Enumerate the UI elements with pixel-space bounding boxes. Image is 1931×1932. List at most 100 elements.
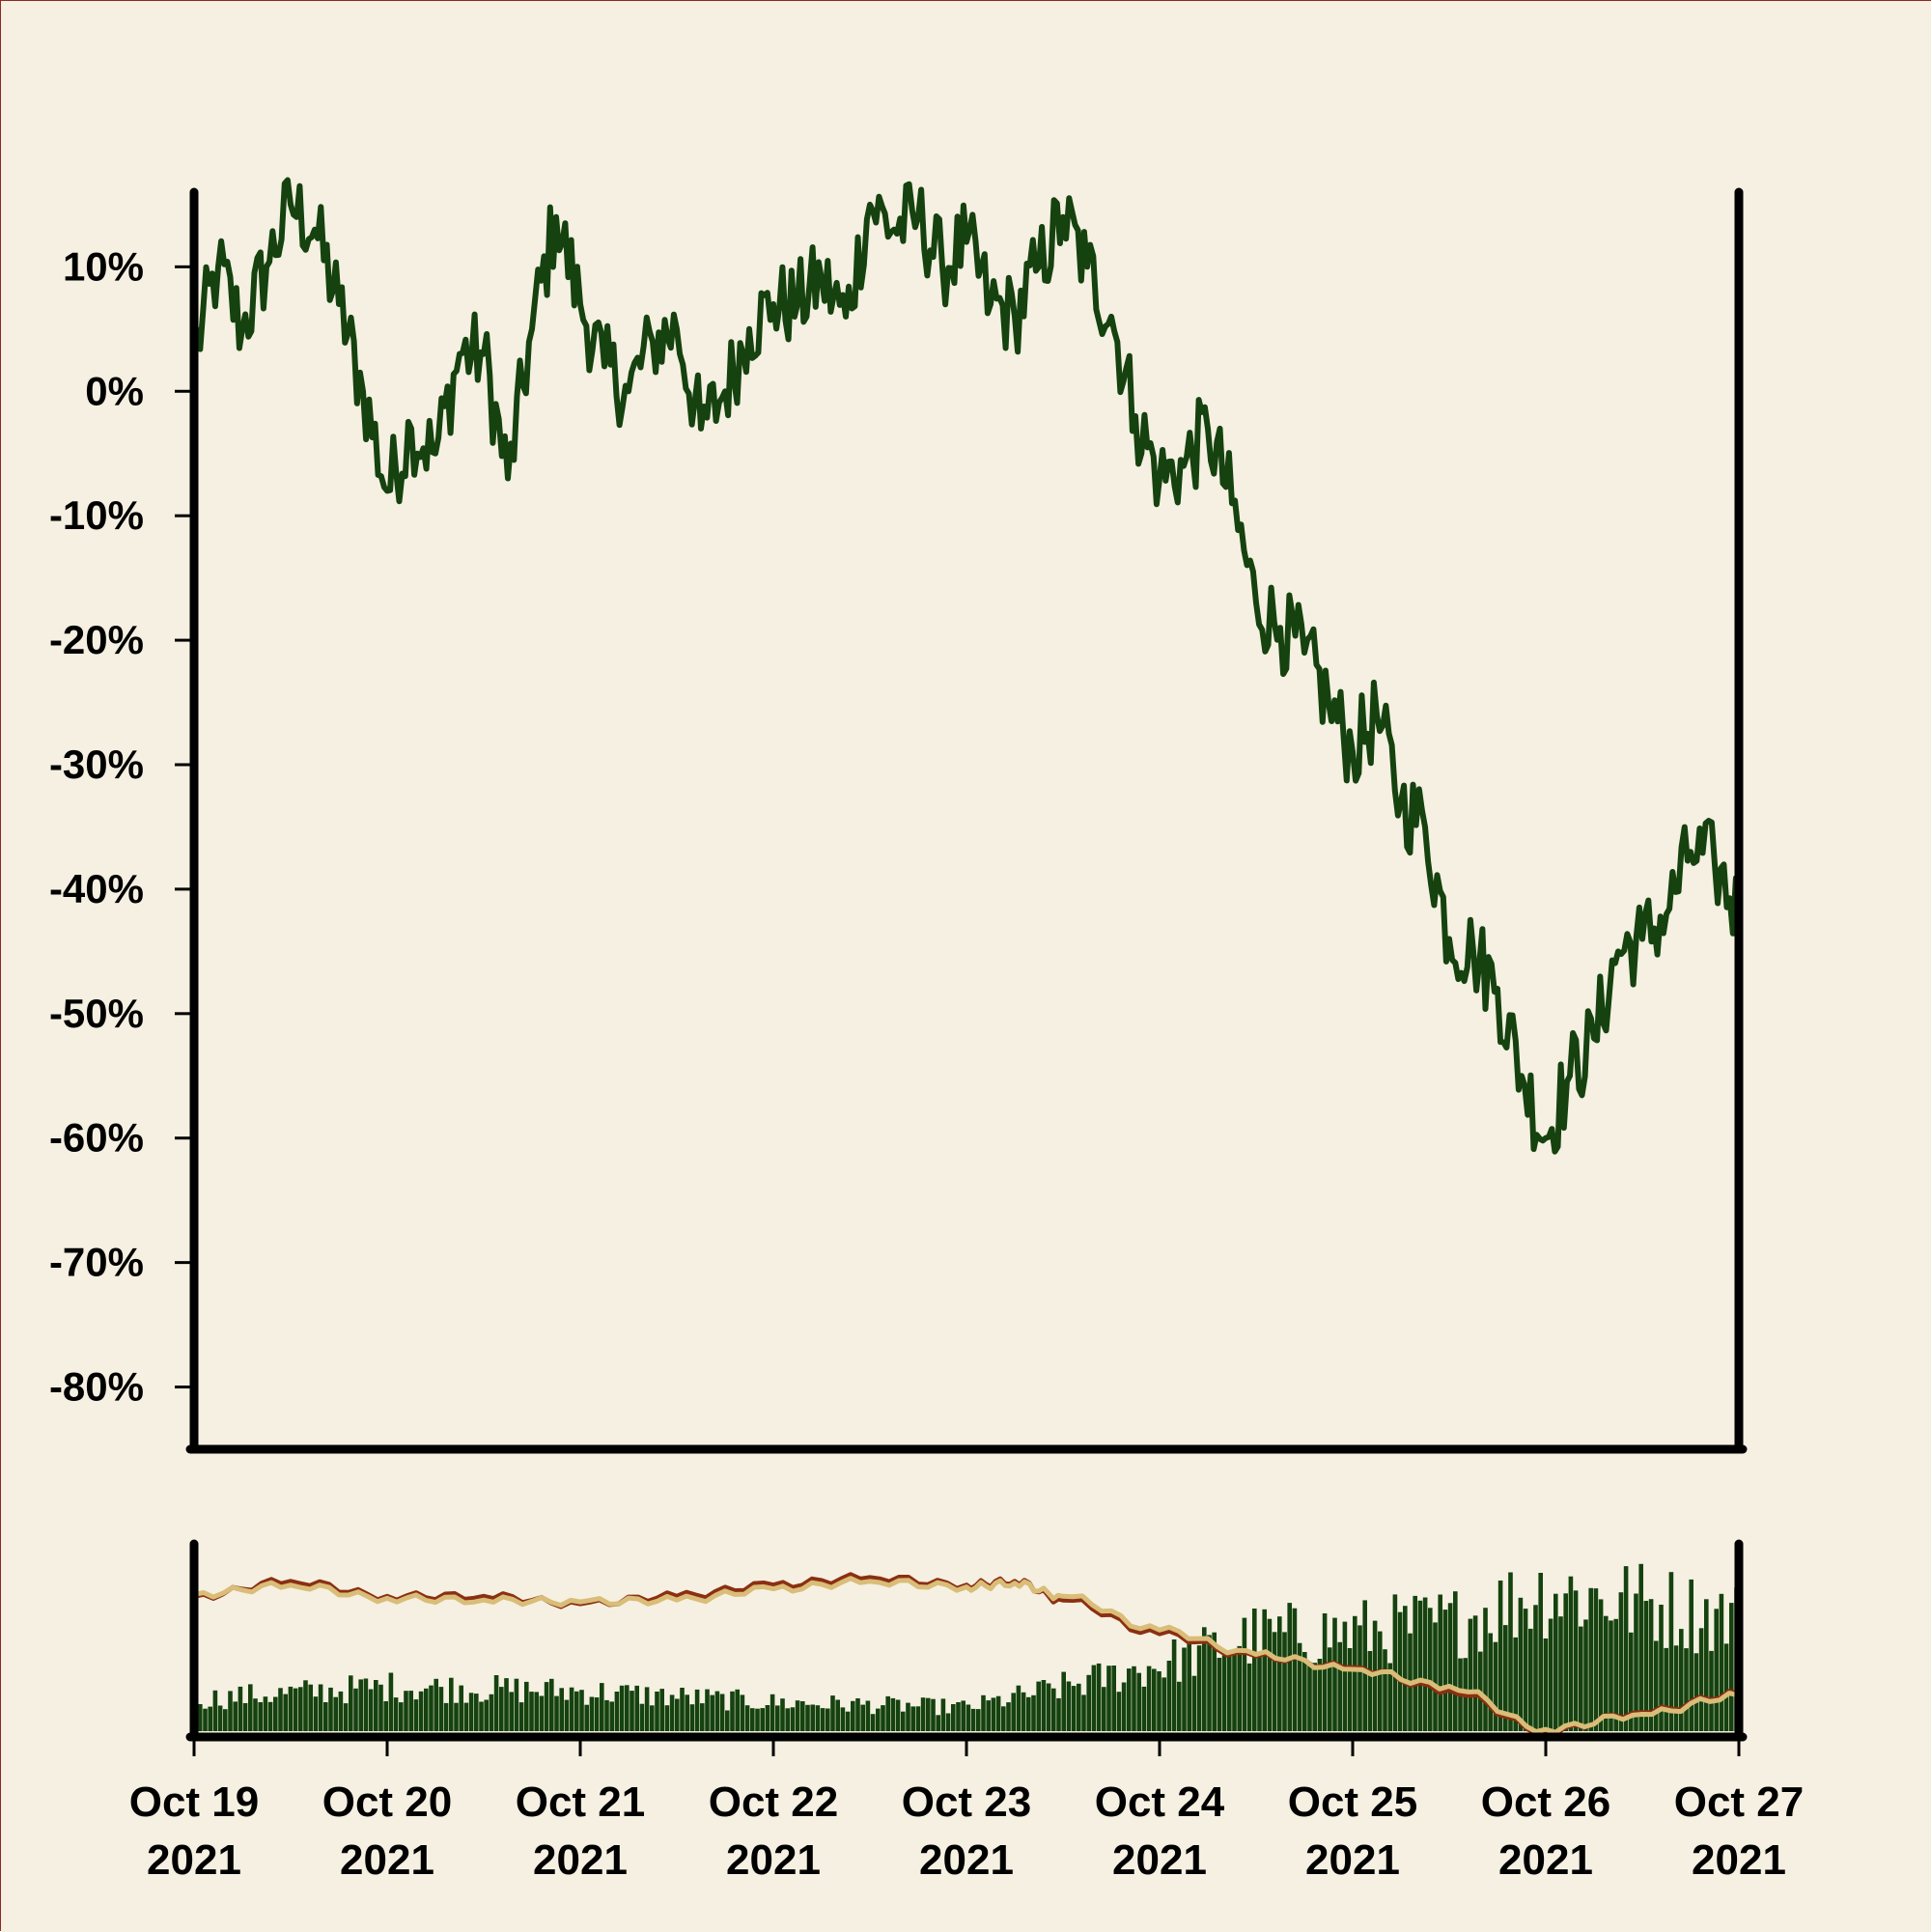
volume-bar bbox=[630, 1691, 634, 1731]
volume-bar bbox=[1543, 1638, 1549, 1731]
volume-bar bbox=[424, 1688, 429, 1731]
volume-bar bbox=[995, 1695, 1001, 1731]
volume-bar bbox=[785, 1708, 790, 1731]
volume-bar bbox=[1136, 1672, 1141, 1731]
volume-bar bbox=[1513, 1637, 1518, 1731]
volume-bar bbox=[710, 1694, 714, 1731]
moving-average-slow-line bbox=[193, 1576, 1740, 1735]
volume-bar bbox=[1472, 1615, 1478, 1731]
volume-bar bbox=[358, 1679, 363, 1731]
volume-bar bbox=[1719, 1593, 1724, 1731]
volume-bar bbox=[1643, 1601, 1649, 1731]
volume-bar bbox=[459, 1685, 463, 1731]
volume-bar bbox=[1497, 1581, 1503, 1731]
volume-bar bbox=[1056, 1697, 1061, 1731]
volume-bar bbox=[1503, 1625, 1508, 1731]
volume-bar bbox=[463, 1702, 469, 1731]
volume-bar bbox=[544, 1682, 549, 1731]
volume-bar bbox=[800, 1701, 805, 1731]
volume-bar bbox=[830, 1695, 835, 1731]
volume-bar bbox=[1252, 1609, 1257, 1731]
volume-bar bbox=[569, 1687, 574, 1731]
volume-bar bbox=[901, 1711, 906, 1731]
x-tick-label-year: 2021 bbox=[1112, 1836, 1207, 1884]
volume-bar bbox=[474, 1694, 479, 1731]
volume-bar bbox=[614, 1692, 620, 1731]
volume-bar bbox=[318, 1684, 323, 1731]
volume-bar bbox=[1292, 1608, 1298, 1731]
volume-bar bbox=[212, 1690, 218, 1731]
volume-bar bbox=[1679, 1629, 1684, 1731]
volume-bar bbox=[694, 1689, 700, 1731]
volume-bar bbox=[253, 1698, 258, 1731]
volume-bar bbox=[755, 1708, 760, 1731]
volume-bar bbox=[258, 1702, 263, 1731]
volume-bar bbox=[383, 1701, 388, 1731]
volume-bar bbox=[328, 1687, 333, 1731]
volume-bar bbox=[438, 1687, 444, 1731]
volume-bar bbox=[263, 1696, 268, 1731]
volume-bar bbox=[1196, 1645, 1202, 1731]
volume-bar bbox=[790, 1707, 796, 1731]
volume-bar bbox=[374, 1680, 378, 1731]
volume-bar bbox=[609, 1701, 614, 1731]
volume-bar bbox=[1297, 1642, 1302, 1731]
volume-bar bbox=[1659, 1605, 1664, 1731]
volume-bar bbox=[449, 1677, 454, 1731]
volume-bar bbox=[1232, 1651, 1237, 1731]
volume-bar bbox=[293, 1688, 298, 1731]
volume-bar bbox=[1704, 1599, 1709, 1731]
volume-bar bbox=[589, 1696, 595, 1731]
volume-bar bbox=[1397, 1611, 1403, 1731]
volume-bar bbox=[1006, 1702, 1011, 1731]
volume-bar bbox=[534, 1692, 539, 1731]
volume-bar bbox=[906, 1702, 910, 1731]
x-tick-label-date: Oct 26 bbox=[1481, 1778, 1611, 1826]
volume-bar bbox=[1016, 1685, 1021, 1731]
y-tick-label: -30% bbox=[49, 742, 144, 787]
volume-bar bbox=[484, 1699, 489, 1731]
volume-bar bbox=[1417, 1600, 1423, 1731]
volume-bar bbox=[233, 1701, 238, 1731]
volume-bar bbox=[1583, 1619, 1588, 1731]
volume-bar bbox=[1548, 1618, 1553, 1731]
volume-bar bbox=[1227, 1651, 1232, 1731]
volume-bar bbox=[338, 1691, 344, 1731]
volume-bar bbox=[1623, 1566, 1629, 1731]
volume-bar bbox=[217, 1705, 223, 1731]
volume-bar bbox=[986, 1700, 991, 1731]
volume-bar bbox=[865, 1700, 871, 1731]
volume-bar bbox=[399, 1702, 404, 1731]
volume-bar bbox=[1709, 1650, 1714, 1731]
volume-bar bbox=[1302, 1652, 1307, 1731]
volume-bar bbox=[408, 1691, 413, 1731]
volume-bar bbox=[1116, 1692, 1122, 1731]
volume-bar bbox=[539, 1695, 545, 1731]
volume-bar bbox=[1132, 1666, 1136, 1731]
volume-bar bbox=[945, 1713, 951, 1731]
x-tick-label-date: Oct 24 bbox=[1095, 1778, 1225, 1826]
volume-bar bbox=[926, 1697, 931, 1731]
x-tick-label-year: 2021 bbox=[919, 1836, 1014, 1884]
volume-bar bbox=[876, 1708, 881, 1731]
volume-bar bbox=[1332, 1617, 1337, 1731]
volume-bar bbox=[242, 1703, 248, 1731]
volume-bar bbox=[1026, 1696, 1031, 1731]
volume-bar bbox=[981, 1694, 986, 1731]
volume-bar bbox=[1207, 1635, 1212, 1731]
volume-bar bbox=[1347, 1648, 1353, 1731]
volume-bar bbox=[298, 1687, 303, 1731]
volume-bar bbox=[1041, 1680, 1047, 1731]
volume-bar bbox=[881, 1705, 885, 1731]
volume-bar bbox=[1523, 1609, 1528, 1731]
volume-bar bbox=[1684, 1648, 1689, 1731]
volume-bar bbox=[1723, 1643, 1729, 1731]
volume-bar bbox=[961, 1700, 966, 1731]
price-series-line bbox=[191, 177, 1742, 1155]
volume-bar bbox=[353, 1688, 358, 1731]
volume-bar bbox=[855, 1698, 860, 1731]
volume-bar bbox=[1357, 1625, 1362, 1731]
price-panel: 10% 0% -10% -20% -30% -40% -50% -60% -70% -80% bbox=[49, 177, 1748, 1454]
volume-bar bbox=[418, 1691, 424, 1731]
